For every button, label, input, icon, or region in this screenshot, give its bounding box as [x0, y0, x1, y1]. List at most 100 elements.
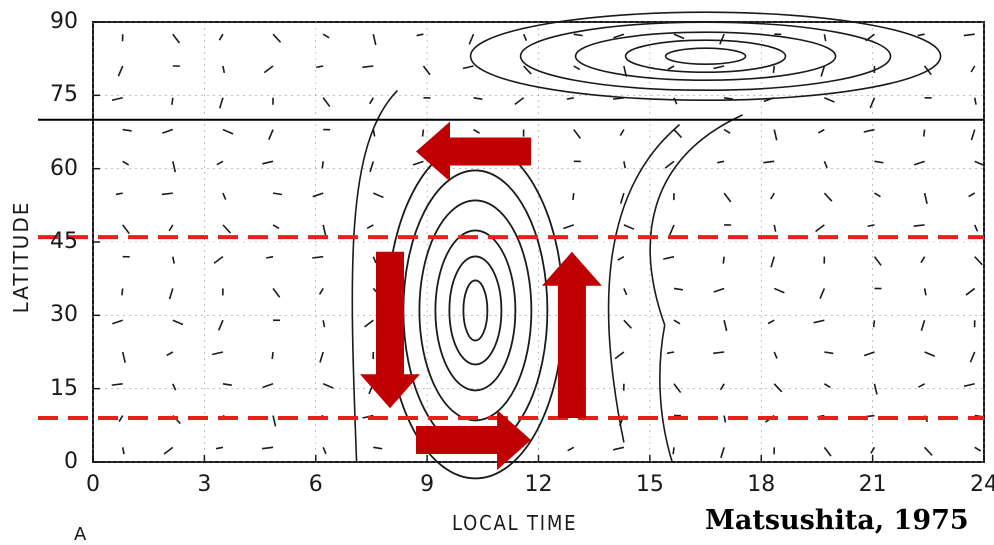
- y-tick-label: 90: [38, 11, 78, 33]
- vector-stroke: [162, 193, 173, 194]
- vector-stroke: [362, 66, 373, 67]
- vector-stroke: [269, 130, 273, 140]
- y-tick-label: 0: [38, 451, 78, 473]
- vector-stroke: [223, 130, 233, 134]
- vector-stroke: [724, 320, 726, 331]
- vector-stroke: [724, 193, 731, 202]
- y-axis-label: LATITUDE: [9, 192, 33, 322]
- vector-stroke: [925, 447, 933, 455]
- vector-stroke: [463, 66, 474, 68]
- contour-ellipse: [449, 256, 501, 364]
- vector-stroke: [964, 384, 975, 386]
- vector-stroke: [624, 225, 634, 229]
- x-tick-label: 15: [630, 474, 670, 496]
- vector-stroke: [273, 34, 281, 42]
- vector-stroke: [674, 320, 680, 324]
- vector-stroke: [119, 416, 123, 422]
- vector-stroke: [914, 161, 924, 165]
- vector-stroke: [568, 447, 574, 450]
- vector-stroke: [320, 288, 324, 294]
- vector-stroke: [173, 34, 180, 43]
- vector-stroke: [975, 257, 983, 265]
- contour-ellipse: [403, 170, 547, 450]
- vector-stroke: [370, 98, 374, 104]
- vector-stroke: [223, 66, 224, 73]
- vector-stroke: [674, 98, 677, 104]
- vector-stroke: [921, 257, 925, 263]
- vector-stroke: [970, 352, 974, 362]
- x-tick-label: 21: [853, 474, 893, 496]
- current-contours: [112, 12, 985, 478]
- vector-stroke: [263, 384, 273, 388]
- vector-stroke: [665, 161, 674, 168]
- vector-stroke: [774, 384, 782, 392]
- vector-stroke: [370, 161, 373, 172]
- vector-stroke: [713, 352, 724, 353]
- vector-stroke: [674, 288, 683, 289]
- vector-stroke: [170, 288, 173, 299]
- vector-stroke: [273, 193, 282, 194]
- vector-stroke: [574, 34, 583, 35]
- vector-stroke: [323, 447, 326, 453]
- vector-stroke: [925, 288, 926, 295]
- vector-stroke: [173, 320, 183, 324]
- vector-stroke: [123, 130, 132, 131]
- vector-stroke: [112, 98, 123, 100]
- vector-stroke: [312, 257, 323, 258]
- panel-mark: A: [74, 524, 86, 545]
- contour-curve: [609, 125, 680, 443]
- vector-stroke: [469, 34, 473, 44]
- vector-stroke: [975, 447, 981, 451]
- vector-stroke: [323, 98, 330, 107]
- vector-stroke: [122, 288, 123, 295]
- contour-curve: [660, 325, 672, 462]
- vector-stroke: [474, 98, 483, 99]
- vector-stroke: [212, 352, 223, 354]
- vector-stroke: [323, 320, 324, 327]
- vector-stroke: [774, 352, 777, 358]
- x-axis-label: LOCAL TIME: [452, 511, 577, 535]
- vector-stroke: [169, 225, 173, 231]
- vector-stroke: [272, 352, 273, 359]
- vector-stroke: [624, 161, 625, 168]
- vector-stroke: [223, 193, 226, 199]
- vector-stroke: [714, 288, 724, 292]
- vector-stroke: [367, 225, 373, 228]
- flow-arrow: [542, 252, 602, 418]
- vector-stroke: [773, 66, 774, 73]
- x-tick-label: 6: [296, 474, 336, 496]
- x-tick-label: 0: [73, 474, 113, 496]
- vector-stroke: [824, 161, 827, 167]
- vector-stroke: [921, 320, 924, 331]
- vector-stroke: [914, 225, 925, 226]
- vector-stroke: [918, 34, 925, 35]
- vector-stroke: [774, 225, 775, 232]
- vector-stroke: [417, 34, 424, 35]
- vector-stroke: [574, 66, 580, 70]
- vector-stroke: [717, 161, 724, 162]
- vector-stroke: [214, 257, 223, 264]
- vector-stroke: [724, 98, 733, 99]
- vector-stroke: [774, 130, 776, 141]
- x-tick-label: 18: [741, 474, 781, 496]
- vector-stroke: [173, 257, 174, 264]
- vector-stroke: [674, 130, 682, 138]
- x-tick-label: 3: [184, 474, 224, 496]
- vector-stroke: [373, 130, 374, 137]
- vector-stroke: [373, 193, 383, 197]
- y-tick-label: 30: [38, 304, 78, 326]
- dashed-latitude-lines: [38, 237, 984, 418]
- vector-stroke: [220, 98, 223, 109]
- vector-stroke: [918, 384, 924, 387]
- vector-stroke: [172, 98, 173, 105]
- vector-stroke: [323, 384, 333, 388]
- flow-arrows: [360, 122, 602, 470]
- vector-stroke: [972, 130, 975, 141]
- vector-stroke: [116, 193, 123, 194]
- vector-stroke: [667, 352, 674, 353]
- vector-stroke: [818, 130, 824, 133]
- vector-stroke: [969, 193, 975, 196]
- vector-stroke: [924, 130, 925, 137]
- vector-stroke: [474, 130, 480, 134]
- y-tick-label: 15: [38, 378, 78, 400]
